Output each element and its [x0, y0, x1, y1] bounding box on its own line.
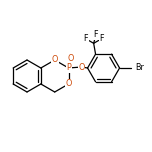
Text: O: O [67, 54, 74, 63]
Text: O: O [65, 79, 72, 88]
Text: O: O [52, 55, 58, 64]
Text: F: F [94, 30, 98, 39]
Text: F: F [99, 34, 104, 43]
Text: P: P [66, 64, 71, 73]
Text: Br: Br [136, 64, 144, 73]
Text: O: O [78, 62, 85, 71]
Text: F: F [84, 34, 88, 43]
